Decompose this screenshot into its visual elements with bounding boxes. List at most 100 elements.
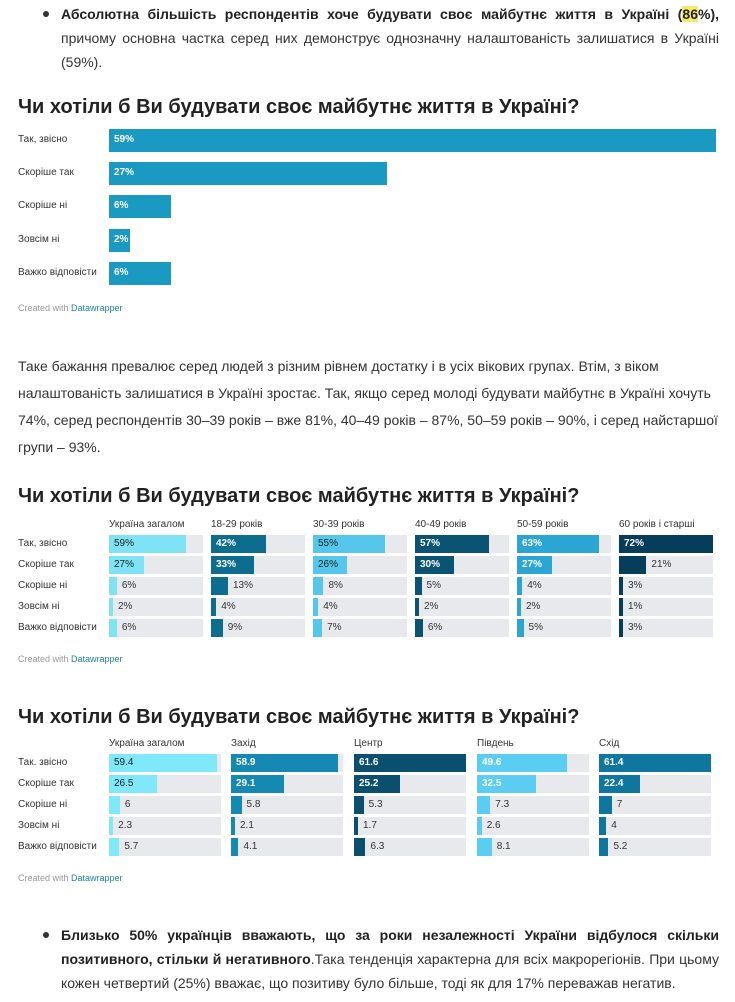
bar: [599, 817, 607, 835]
category-label: Важко відповісти: [18, 267, 97, 278]
bar-value-label: 61.4: [604, 757, 624, 768]
bar: [109, 535, 187, 553]
bar-value-label: 57%: [420, 538, 441, 549]
bar: [109, 556, 145, 574]
bar-track: 2.6: [477, 817, 589, 835]
credit-prefix: Created with: [18, 654, 72, 664]
bar-value-label: 49.6: [482, 757, 502, 768]
bar-track: 4%: [211, 598, 305, 616]
bar: [415, 619, 423, 637]
bar-value-label: 1%: [628, 601, 643, 612]
category-label: Скоріше так: [18, 167, 74, 178]
bar-value-label: 29.1: [236, 778, 256, 789]
bar-value-label: 59%: [114, 134, 135, 145]
bullet-dot: [43, 11, 49, 17]
bar-track: 6.3: [354, 838, 466, 856]
bar: [211, 535, 266, 553]
bar-track: 21%: [619, 556, 713, 574]
bar-value-label: 61.6: [359, 757, 379, 768]
bar-value-label: 27%: [522, 559, 543, 570]
bar-track: 5.8: [231, 796, 343, 814]
bar: [619, 577, 623, 595]
intro-rest: причому основна частка серед них демонст…: [61, 30, 719, 70]
bar-value-label: 55%: [318, 538, 339, 549]
bar-track: 5.2: [599, 838, 711, 856]
bar: [415, 556, 455, 574]
bar: [619, 598, 623, 616]
bar-value-label: 4%: [221, 601, 236, 612]
bar: [619, 556, 647, 574]
bottom-bold: Близько 50% українців вважають, що за ро…: [61, 927, 719, 967]
bar-track: 13%: [211, 577, 305, 595]
intro-highlight: 86: [682, 6, 698, 22]
bar-track: 4.1: [231, 838, 343, 856]
bar: [313, 535, 385, 553]
chart3-title: Чи хотіли б Ви будувати своє майбутнє жи…: [18, 706, 580, 728]
bar: [619, 619, 623, 637]
bar: [231, 838, 239, 856]
datawrapper-link[interactable]: Datawrapper: [71, 654, 123, 664]
bar: [517, 619, 524, 637]
bar-track: 27%: [109, 556, 203, 574]
bar-value-label: 59.4: [114, 757, 134, 768]
bar-track: 22.4: [599, 775, 711, 793]
chart2-title: Чи хотіли б Ви будувати своє майбутнє жи…: [18, 485, 580, 507]
bar-value-label: 9%: [227, 622, 243, 633]
bar-value-label: 3%: [628, 580, 643, 591]
bottom-bullet: Близько 50% українців вважають, що за ро…: [43, 923, 719, 995]
bar: [211, 598, 217, 616]
bar: [109, 838, 120, 856]
bar: [477, 817, 482, 835]
bar-value-label: 26.5: [114, 778, 134, 789]
chart1-credit: Created with Datawrapper: [18, 303, 123, 313]
bar-value-label: 2.3: [118, 820, 133, 831]
bar: [517, 598, 521, 616]
row-label: Скоріше ні: [18, 799, 68, 810]
bar-value-label: 2%: [114, 234, 129, 245]
bar: [415, 577, 422, 595]
bar-value-label: 5%: [426, 580, 441, 591]
row-label: Скоріше так: [18, 559, 74, 570]
bar-track: 4%: [517, 577, 611, 595]
bar-value-label: 2.6: [486, 820, 501, 831]
bar: [109, 754, 217, 772]
bar-value-label: 42%: [216, 538, 237, 549]
bar: [354, 817, 358, 835]
bar: [477, 775, 537, 793]
chart1-title: Чи хотіли б Ви будувати своє майбутнє жи…: [18, 96, 580, 118]
datawrapper-link[interactable]: Datawrapper: [71, 873, 123, 883]
bar: [599, 754, 711, 772]
datawrapper-link[interactable]: Datawrapper: [71, 303, 123, 313]
bar-value-label: 6%: [121, 622, 137, 633]
bar-track: 5.3: [354, 796, 466, 814]
bar: [109, 817, 114, 835]
bar: [415, 598, 419, 616]
bar: [109, 796, 120, 814]
bar-track: 7.3: [477, 796, 589, 814]
bar-value-label: 33%: [216, 559, 237, 570]
bar-track: 6: [109, 796, 221, 814]
bar-value-label: 2%: [526, 601, 541, 612]
bar-value-label: 2%: [118, 601, 133, 612]
row-label: Скоріше так: [18, 778, 74, 789]
bar-value-label: 4%: [323, 601, 338, 612]
bar-value-label: 2%: [424, 601, 439, 612]
bar: [354, 775, 400, 793]
bar-value-label: 63%: [522, 538, 543, 549]
column-header: Захід: [231, 738, 256, 749]
column-header: Центр: [354, 738, 383, 749]
bar: [599, 838, 609, 856]
bar-value-label: 22.4: [604, 778, 624, 789]
bar-value-label: 7.3: [495, 799, 510, 810]
column-header: Схід: [599, 738, 620, 749]
bar-value-label: 5%: [528, 622, 543, 633]
intro-bold: Абсолютна більшість респондентів хоче бу…: [61, 6, 683, 22]
bar-value-label: 6%: [121, 580, 137, 591]
bar-value-label: 8.1: [496, 841, 511, 852]
bar: 59%: [109, 129, 716, 152]
bar-track: 6%: [415, 619, 509, 637]
bar: [354, 838, 366, 856]
bar: [415, 535, 490, 553]
bar-value-label: 59%: [114, 538, 135, 549]
bar: [231, 754, 339, 772]
